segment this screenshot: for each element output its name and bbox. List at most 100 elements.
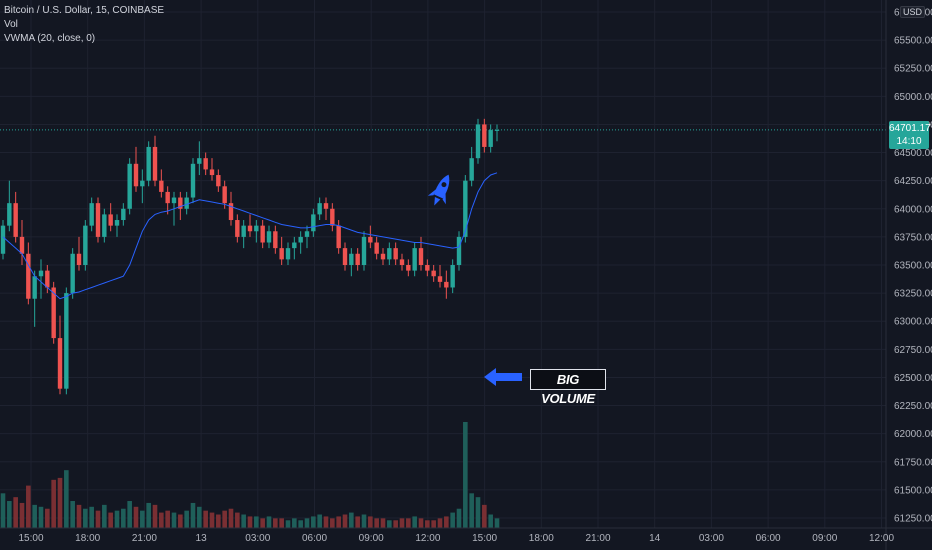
candle-body <box>178 197 183 209</box>
volume-bar <box>431 520 436 528</box>
volume-bar <box>273 518 278 528</box>
volume-bar <box>361 514 367 528</box>
candle-body <box>431 270 436 277</box>
x-tick-label: 12:00 <box>415 533 440 544</box>
chart-legend: Bitcoin / U.S. Dollar, 15, COINBASE Vol … <box>4 4 164 46</box>
candle-body <box>285 248 291 260</box>
price-axis[interactable]: 65750.0065500.0065250.0065000.0064750.00… <box>885 0 932 550</box>
legend-vwma[interactable]: VWMA (20, close, 0) <box>4 33 96 44</box>
candle-body <box>171 197 177 204</box>
volume-bar <box>494 518 500 528</box>
candle-body <box>241 225 246 237</box>
volume-bar <box>368 516 373 528</box>
candle-body <box>70 253 75 294</box>
volume-bar <box>209 512 215 528</box>
candle-body <box>418 248 424 265</box>
candle-body <box>0 225 6 254</box>
volume-bar <box>450 512 455 528</box>
y-tick-label: 61750.00 <box>894 457 932 468</box>
volume-bar <box>127 501 132 528</box>
volume-bar <box>260 518 265 528</box>
rocket-icon[interactable] <box>428 171 454 211</box>
volume-bar <box>32 504 37 528</box>
volume-bar <box>190 502 196 528</box>
currency-badge[interactable]: USD <box>900 6 926 18</box>
volume-bar <box>228 508 234 528</box>
y-tick-label: 65250.00 <box>894 64 932 75</box>
candle-body <box>32 276 37 299</box>
candles <box>0 118 500 395</box>
volume-bar <box>304 518 310 528</box>
legend-volume[interactable]: Vol <box>4 19 18 30</box>
volume-bar <box>26 485 31 528</box>
volume-bar <box>469 493 474 528</box>
candle-body <box>273 231 278 249</box>
volume-bar <box>482 504 487 528</box>
y-tick-label: 63000.00 <box>894 317 932 328</box>
candle-body <box>292 242 297 249</box>
x-tick-label: 03:00 <box>245 533 270 544</box>
volume-bar <box>266 516 272 528</box>
candle-body <box>444 281 449 288</box>
time-axis[interactable]: 15:00 18:00 21:00 13 03:00 06:00 09:00 12:00 15:… <box>0 527 932 544</box>
candle-body <box>95 203 101 237</box>
volume-bar <box>45 508 50 528</box>
candle-body <box>304 231 310 237</box>
y-tick-label: 61250.00 <box>894 514 932 525</box>
last-price-value: 64701.17 <box>889 123 931 134</box>
volume-bar <box>317 514 322 528</box>
candle-body <box>7 203 12 226</box>
y-tick-label: 62500.00 <box>894 373 932 384</box>
volume-bar <box>64 470 69 528</box>
candle-body <box>475 124 481 159</box>
volume-bar <box>279 518 284 528</box>
y-tick-label: 63250.00 <box>894 289 932 300</box>
volume-bar <box>330 518 335 528</box>
x-tick-label: 03:00 <box>699 533 724 544</box>
volume-bar <box>393 520 398 528</box>
candle-body <box>469 158 474 181</box>
candle-body <box>26 253 31 299</box>
volume-bar <box>254 516 259 528</box>
volume-bar <box>121 508 126 528</box>
x-tick-label: 06:00 <box>302 533 327 544</box>
candle-body <box>146 146 151 181</box>
candle-body <box>368 236 373 243</box>
volume-bar <box>374 518 379 528</box>
volume-bar <box>19 502 25 528</box>
bar-countdown: 14:10 <box>896 136 922 147</box>
candle-body <box>488 130 493 147</box>
volume-bar <box>298 520 303 528</box>
candle-body <box>197 158 202 164</box>
volume-bar <box>336 516 341 528</box>
volume-bar <box>7 501 12 528</box>
big-volume-annotation[interactable]: BIG VOLUME <box>530 369 606 406</box>
grid <box>0 0 886 528</box>
candle-body <box>235 220 240 237</box>
vwma-line <box>2 172 498 300</box>
candle-body <box>190 163 196 198</box>
candle-body <box>311 214 316 232</box>
volume-bar <box>437 518 443 528</box>
left-arrow-icon[interactable] <box>482 367 524 387</box>
candle-body <box>19 236 25 254</box>
candle-body <box>76 253 82 265</box>
x-tick-label: 13 <box>196 533 208 544</box>
volume-bar <box>133 506 139 528</box>
candle-body <box>159 180 164 192</box>
volume-bar <box>89 506 94 528</box>
candle-body <box>323 203 329 209</box>
y-tick-label: 62250.00 <box>894 401 932 412</box>
candle-body <box>45 270 50 288</box>
legend-symbol[interactable]: Bitcoin / U.S. Dollar, 15, COINBASE <box>4 5 165 16</box>
volume-bar <box>342 514 348 528</box>
volume-bar <box>114 510 120 528</box>
x-tick-label: 06:00 <box>756 533 781 544</box>
candle-body <box>184 197 189 209</box>
volume-bar <box>285 520 291 528</box>
candle-body <box>393 248 398 260</box>
x-tick-label: 12:00 <box>869 533 894 544</box>
volume-bar <box>70 501 75 528</box>
candle-body <box>140 180 145 187</box>
